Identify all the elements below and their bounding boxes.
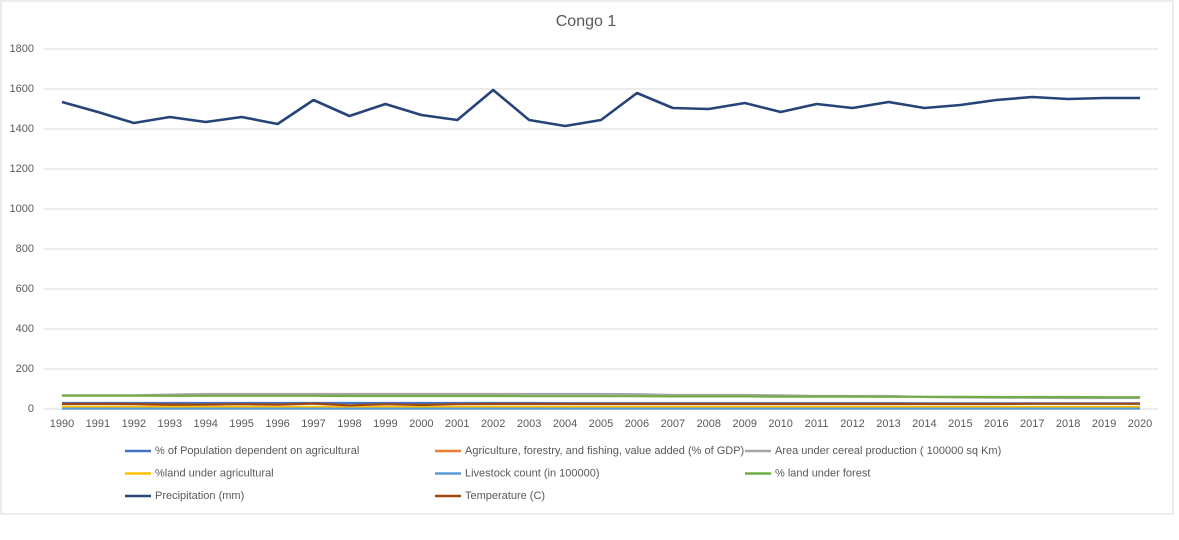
x-tick-label: 1994 bbox=[193, 418, 217, 430]
x-tick-label: 1990 bbox=[50, 418, 74, 430]
legend-label: Livestock count (in 100000) bbox=[465, 467, 600, 479]
x-tick-label: 2005 bbox=[589, 418, 613, 430]
x-tick-label: 2011 bbox=[805, 418, 829, 430]
x-tick-label: 2001 bbox=[445, 418, 469, 430]
y-tick-label: 1200 bbox=[10, 163, 34, 175]
legend-label: % land under forest bbox=[775, 467, 870, 479]
x-tick-label: 2017 bbox=[1020, 418, 1044, 430]
x-tick-label: 2007 bbox=[661, 418, 685, 430]
y-tick-label: 1600 bbox=[10, 83, 34, 95]
y-tick-label: 400 bbox=[16, 323, 34, 335]
x-tick-label: 2019 bbox=[1092, 418, 1116, 430]
legend-label: Precipitation (mm) bbox=[155, 490, 244, 502]
x-tick-label: 2010 bbox=[768, 418, 792, 430]
chart-title: Congo 1 bbox=[556, 13, 617, 30]
x-tick-label: 2004 bbox=[553, 418, 577, 430]
x-tick-label: 2006 bbox=[625, 418, 649, 430]
y-tick-label: 800 bbox=[16, 243, 34, 255]
x-tick-label: 2014 bbox=[912, 418, 936, 430]
legend-label: Area under cereal production ( 100000 sq… bbox=[775, 445, 1001, 457]
x-tick-label: 2013 bbox=[876, 418, 900, 430]
series-line bbox=[61, 88, 1141, 128]
y-tick-label: 0 bbox=[28, 403, 34, 415]
x-tick-label: 1992 bbox=[122, 418, 146, 430]
x-tick-label: 2002 bbox=[481, 418, 505, 430]
x-tick-label: 1997 bbox=[301, 418, 325, 430]
series-line bbox=[61, 402, 1141, 407]
x-tick-label: 1998 bbox=[337, 418, 361, 430]
x-tick-label: 2003 bbox=[517, 418, 541, 430]
x-tick-label: 1993 bbox=[158, 418, 182, 430]
y-tick-label: 200 bbox=[16, 363, 34, 375]
x-tick-label: 2015 bbox=[948, 418, 972, 430]
legend-label: Temperature (C) bbox=[465, 490, 545, 502]
legend-label: % of Population dependent on agricultura… bbox=[155, 445, 359, 457]
x-tick-label: 2008 bbox=[697, 418, 721, 430]
legend-label: %land under agricultural bbox=[155, 467, 274, 479]
x-tick-label: 1996 bbox=[265, 418, 289, 430]
x-tick-label: 1999 bbox=[373, 418, 397, 430]
x-tick-label: 1995 bbox=[229, 418, 253, 430]
series-line bbox=[61, 394, 1141, 399]
x-tick-label: 2000 bbox=[409, 418, 433, 430]
x-tick-label: 2009 bbox=[732, 418, 756, 430]
x-tick-label: 1991 bbox=[86, 418, 110, 430]
chart-border bbox=[0, 0, 1174, 515]
x-tick-label: 2012 bbox=[840, 418, 864, 430]
legend-label: Agriculture, forestry, and fishing, valu… bbox=[465, 445, 744, 457]
y-tick-label: 1800 bbox=[10, 43, 34, 55]
y-tick-label: 600 bbox=[16, 283, 34, 295]
x-tick-label: 2016 bbox=[984, 418, 1008, 430]
x-tick-label: 2020 bbox=[1128, 418, 1152, 430]
x-tick-label: 2018 bbox=[1056, 418, 1080, 430]
y-tick-label: 1000 bbox=[10, 203, 34, 215]
y-tick-label: 1400 bbox=[10, 123, 34, 135]
